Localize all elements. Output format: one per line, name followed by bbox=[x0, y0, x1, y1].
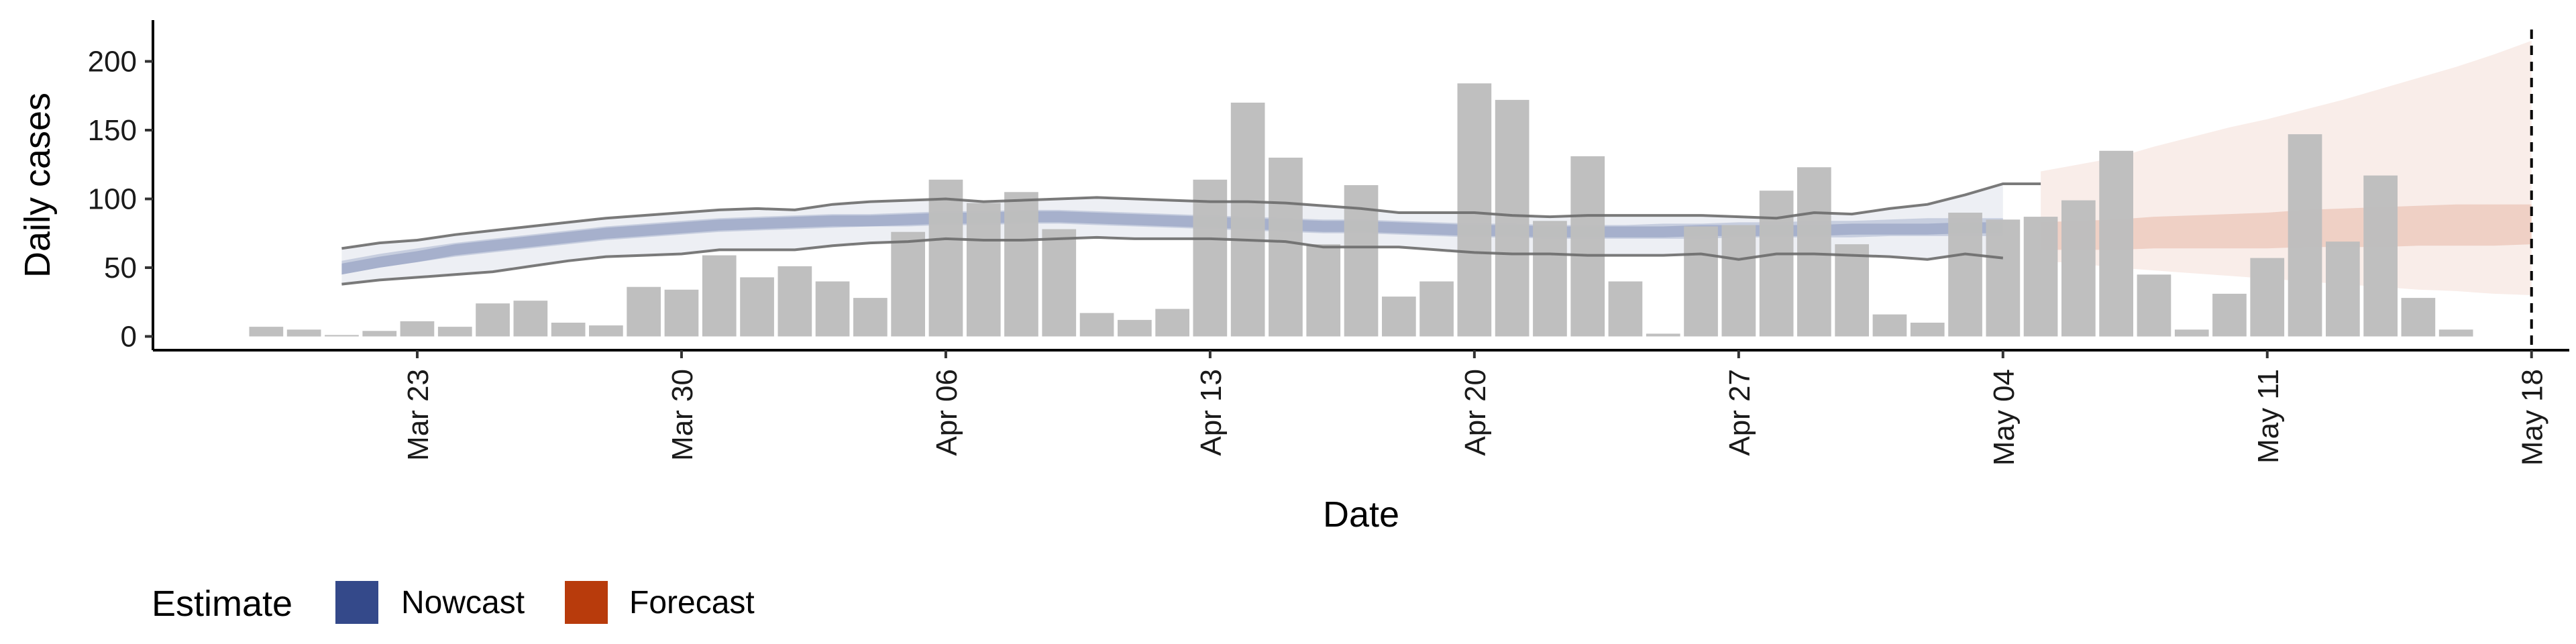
bar-43 bbox=[1872, 314, 1907, 337]
bar-18 bbox=[928, 179, 963, 337]
x-tick-label: Mar 23 bbox=[402, 369, 435, 461]
bar-35 bbox=[1570, 156, 1605, 337]
bar-24 bbox=[1155, 309, 1189, 337]
x-tick-label: Apr 06 bbox=[930, 369, 963, 456]
bar-12 bbox=[702, 255, 737, 337]
bar-57 bbox=[2401, 298, 2436, 337]
bar-17 bbox=[891, 231, 925, 337]
bar-31 bbox=[1419, 281, 1454, 337]
bar-40 bbox=[1759, 191, 1794, 337]
axes: 0 50 100 150 200 Mar 23 Mar 30 Apr 06 Apr 13 Apr… bbox=[88, 20, 2569, 466]
bar-58 bbox=[2438, 329, 2473, 337]
bar-25 bbox=[1193, 179, 1228, 337]
bar-42 bbox=[1835, 244, 1869, 337]
observed-cases-bars bbox=[249, 83, 2473, 337]
forecast-50-interval bbox=[2041, 204, 2532, 250]
bar-53 bbox=[2250, 258, 2285, 337]
y-tick-label: 150 bbox=[88, 114, 137, 147]
x-tick-label: Apr 20 bbox=[1459, 369, 1492, 456]
legend-swatch-forecast bbox=[565, 581, 608, 624]
bar-14 bbox=[777, 266, 812, 337]
bar-50 bbox=[2137, 274, 2171, 337]
x-axis-title: Date bbox=[1323, 494, 1399, 535]
bar-16 bbox=[853, 298, 888, 337]
bar-38 bbox=[1684, 226, 1718, 337]
bar-0 bbox=[249, 327, 284, 337]
forecast-90-interval bbox=[2041, 40, 2532, 296]
bar-54 bbox=[2288, 134, 2322, 337]
bar-15 bbox=[815, 281, 850, 337]
y-axis-title: Daily cases bbox=[17, 93, 58, 278]
legend-label-nowcast: Nowcast bbox=[401, 585, 525, 621]
x-tick-label: May 18 bbox=[2516, 369, 2549, 466]
y-tick-label: 200 bbox=[88, 46, 137, 78]
bar-2 bbox=[325, 335, 359, 337]
bar-6 bbox=[476, 303, 510, 337]
nowcast-lower-line bbox=[341, 235, 2004, 286]
bar-13 bbox=[740, 277, 774, 337]
bar-5 bbox=[437, 327, 472, 337]
bar-4 bbox=[400, 321, 435, 337]
bar-39 bbox=[1721, 225, 1756, 337]
bar-36 bbox=[1608, 281, 1643, 337]
y-axis-ticks: 0 50 100 150 200 bbox=[88, 46, 153, 354]
bar-52 bbox=[2212, 293, 2247, 337]
bar-19 bbox=[966, 203, 1001, 337]
y-tick-label: 50 bbox=[104, 252, 137, 284]
bar-10 bbox=[627, 286, 661, 337]
legend-title: Estimate bbox=[152, 584, 292, 624]
bar-56 bbox=[2363, 175, 2398, 337]
bar-1 bbox=[286, 329, 321, 337]
bar-9 bbox=[589, 325, 623, 337]
nowcast-interval-lines bbox=[341, 182, 2041, 286]
x-tick-label: May 11 bbox=[2252, 369, 2285, 464]
x-tick-label: Apr 27 bbox=[1723, 369, 1756, 456]
legend-label-forecast: Forecast bbox=[629, 585, 755, 621]
bar-27 bbox=[1269, 158, 1303, 337]
bar-34 bbox=[1533, 221, 1567, 337]
y-tick-label: 0 bbox=[121, 321, 137, 354]
bar-41 bbox=[1797, 167, 1831, 337]
bar-7 bbox=[513, 301, 548, 337]
legend: Estimate Nowcast Forecast bbox=[152, 581, 755, 624]
bar-23 bbox=[1118, 319, 1152, 337]
bar-3 bbox=[362, 331, 397, 337]
legend-swatch-nowcast bbox=[335, 581, 378, 624]
bar-45 bbox=[1948, 213, 1982, 337]
bar-44 bbox=[1910, 323, 1945, 337]
bar-47 bbox=[2023, 217, 2058, 337]
bar-28 bbox=[1306, 244, 1341, 337]
bar-37 bbox=[1646, 333, 1680, 337]
y-tick-label: 100 bbox=[88, 183, 137, 216]
bar-48 bbox=[2061, 200, 2096, 337]
bar-33 bbox=[1495, 99, 1529, 337]
bar-26 bbox=[1230, 103, 1265, 337]
bar-21 bbox=[1042, 229, 1077, 337]
bar-55 bbox=[2326, 241, 2360, 337]
bar-51 bbox=[2174, 329, 2209, 337]
forecast-band-layer bbox=[2041, 40, 2532, 296]
bar-20 bbox=[1004, 192, 1038, 337]
bar-11 bbox=[664, 289, 699, 337]
bar-46 bbox=[1986, 219, 2021, 337]
bar-22 bbox=[1079, 313, 1114, 337]
x-tick-label: Apr 13 bbox=[1195, 369, 1228, 456]
nowcast-upper-line bbox=[341, 182, 2041, 250]
bar-30 bbox=[1382, 297, 1416, 337]
bar-32 bbox=[1457, 83, 1492, 337]
bar-49 bbox=[2099, 150, 2133, 337]
x-axis-ticks: Mar 23 Mar 30 Apr 06 Apr 13 Apr 20 Apr 27 May … bbox=[402, 350, 2549, 466]
bar-8 bbox=[551, 323, 586, 337]
x-tick-label: Mar 30 bbox=[666, 369, 699, 461]
x-tick-label: May 04 bbox=[1988, 369, 2021, 466]
